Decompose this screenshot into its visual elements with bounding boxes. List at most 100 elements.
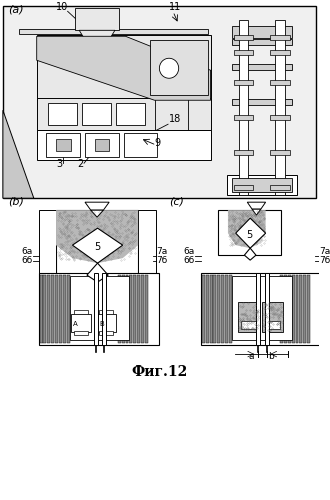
Bar (214, 275, 216, 343)
Text: 6a: 6a (21, 247, 32, 256)
Bar (232, 64, 292, 70)
Text: B: B (99, 321, 104, 327)
Bar (292, 275, 295, 343)
Bar (232, 178, 292, 192)
Bar (47, 275, 50, 343)
Bar (74, 310, 88, 314)
Polygon shape (79, 30, 115, 42)
Bar (218, 210, 281, 255)
Bar (202, 275, 205, 343)
Bar (201, 273, 322, 345)
Text: (c): (c) (169, 196, 184, 206)
Bar (232, 26, 292, 38)
Bar (234, 50, 253, 56)
Text: a: a (248, 352, 254, 361)
Text: 11: 11 (169, 2, 181, 12)
Bar (271, 115, 290, 120)
Bar (99, 310, 113, 314)
Bar (85, 133, 119, 157)
Bar (95, 139, 109, 151)
Bar (227, 175, 297, 195)
Bar (70, 276, 129, 340)
Bar (150, 40, 208, 95)
Bar (124, 133, 157, 157)
Polygon shape (85, 202, 109, 210)
Bar (44, 275, 46, 343)
Polygon shape (91, 210, 103, 217)
Text: A: A (73, 321, 78, 327)
Bar (51, 275, 54, 343)
Bar (275, 20, 285, 195)
Bar (210, 275, 213, 343)
Polygon shape (37, 36, 211, 100)
Bar (307, 275, 310, 343)
Text: 2: 2 (77, 159, 83, 169)
Bar (97, 314, 116, 332)
Bar (99, 331, 113, 335)
Text: 10: 10 (56, 2, 68, 12)
Bar (296, 275, 298, 343)
Bar (3, 6, 316, 198)
Bar (271, 150, 290, 155)
Bar (56, 139, 71, 151)
Bar (116, 103, 145, 125)
Text: 7a: 7a (319, 247, 330, 256)
Bar (129, 275, 132, 343)
Bar (59, 275, 62, 343)
Bar (232, 40, 292, 46)
Bar (74, 331, 88, 335)
Bar (234, 185, 253, 190)
Bar (126, 275, 128, 343)
Bar (145, 275, 148, 343)
Bar (94, 273, 98, 345)
Bar (206, 275, 209, 343)
Text: (a): (a) (8, 4, 23, 15)
Bar (37, 130, 211, 160)
Bar (265, 321, 280, 329)
Bar (102, 273, 106, 345)
Bar (234, 36, 253, 41)
Text: 5: 5 (246, 230, 252, 240)
Bar (229, 275, 232, 343)
Bar (303, 275, 306, 343)
Text: Фиг.12: Фиг.12 (131, 365, 187, 379)
Bar (46, 133, 80, 157)
Bar (232, 99, 292, 105)
Polygon shape (236, 218, 266, 248)
Bar (217, 275, 220, 343)
Bar (225, 275, 228, 343)
Bar (63, 275, 66, 343)
Bar (133, 275, 136, 343)
Bar (137, 275, 140, 343)
Bar (221, 275, 224, 343)
Bar (118, 275, 121, 343)
Bar (241, 321, 256, 329)
Bar (299, 275, 302, 343)
Bar (232, 276, 292, 340)
Bar (280, 275, 283, 343)
Bar (271, 185, 290, 190)
Text: 7a: 7a (156, 247, 168, 256)
Bar (234, 80, 253, 85)
Polygon shape (252, 209, 261, 215)
Text: 7б: 7б (319, 256, 330, 265)
Text: 6б: 6б (21, 256, 32, 265)
Bar (141, 275, 144, 343)
Bar (37, 36, 211, 100)
Bar (37, 98, 211, 130)
Bar (55, 275, 58, 343)
Bar (239, 20, 248, 195)
Bar (92, 42, 103, 48)
Bar (82, 103, 111, 125)
Bar (256, 273, 260, 345)
Polygon shape (3, 110, 34, 198)
Text: 5: 5 (94, 242, 100, 252)
Text: 6a: 6a (183, 247, 195, 256)
Text: 9: 9 (154, 138, 161, 148)
Bar (75, 8, 119, 30)
Bar (265, 273, 269, 345)
Bar (67, 275, 70, 343)
Bar (56, 210, 138, 275)
Circle shape (159, 58, 179, 78)
Bar (234, 150, 253, 155)
